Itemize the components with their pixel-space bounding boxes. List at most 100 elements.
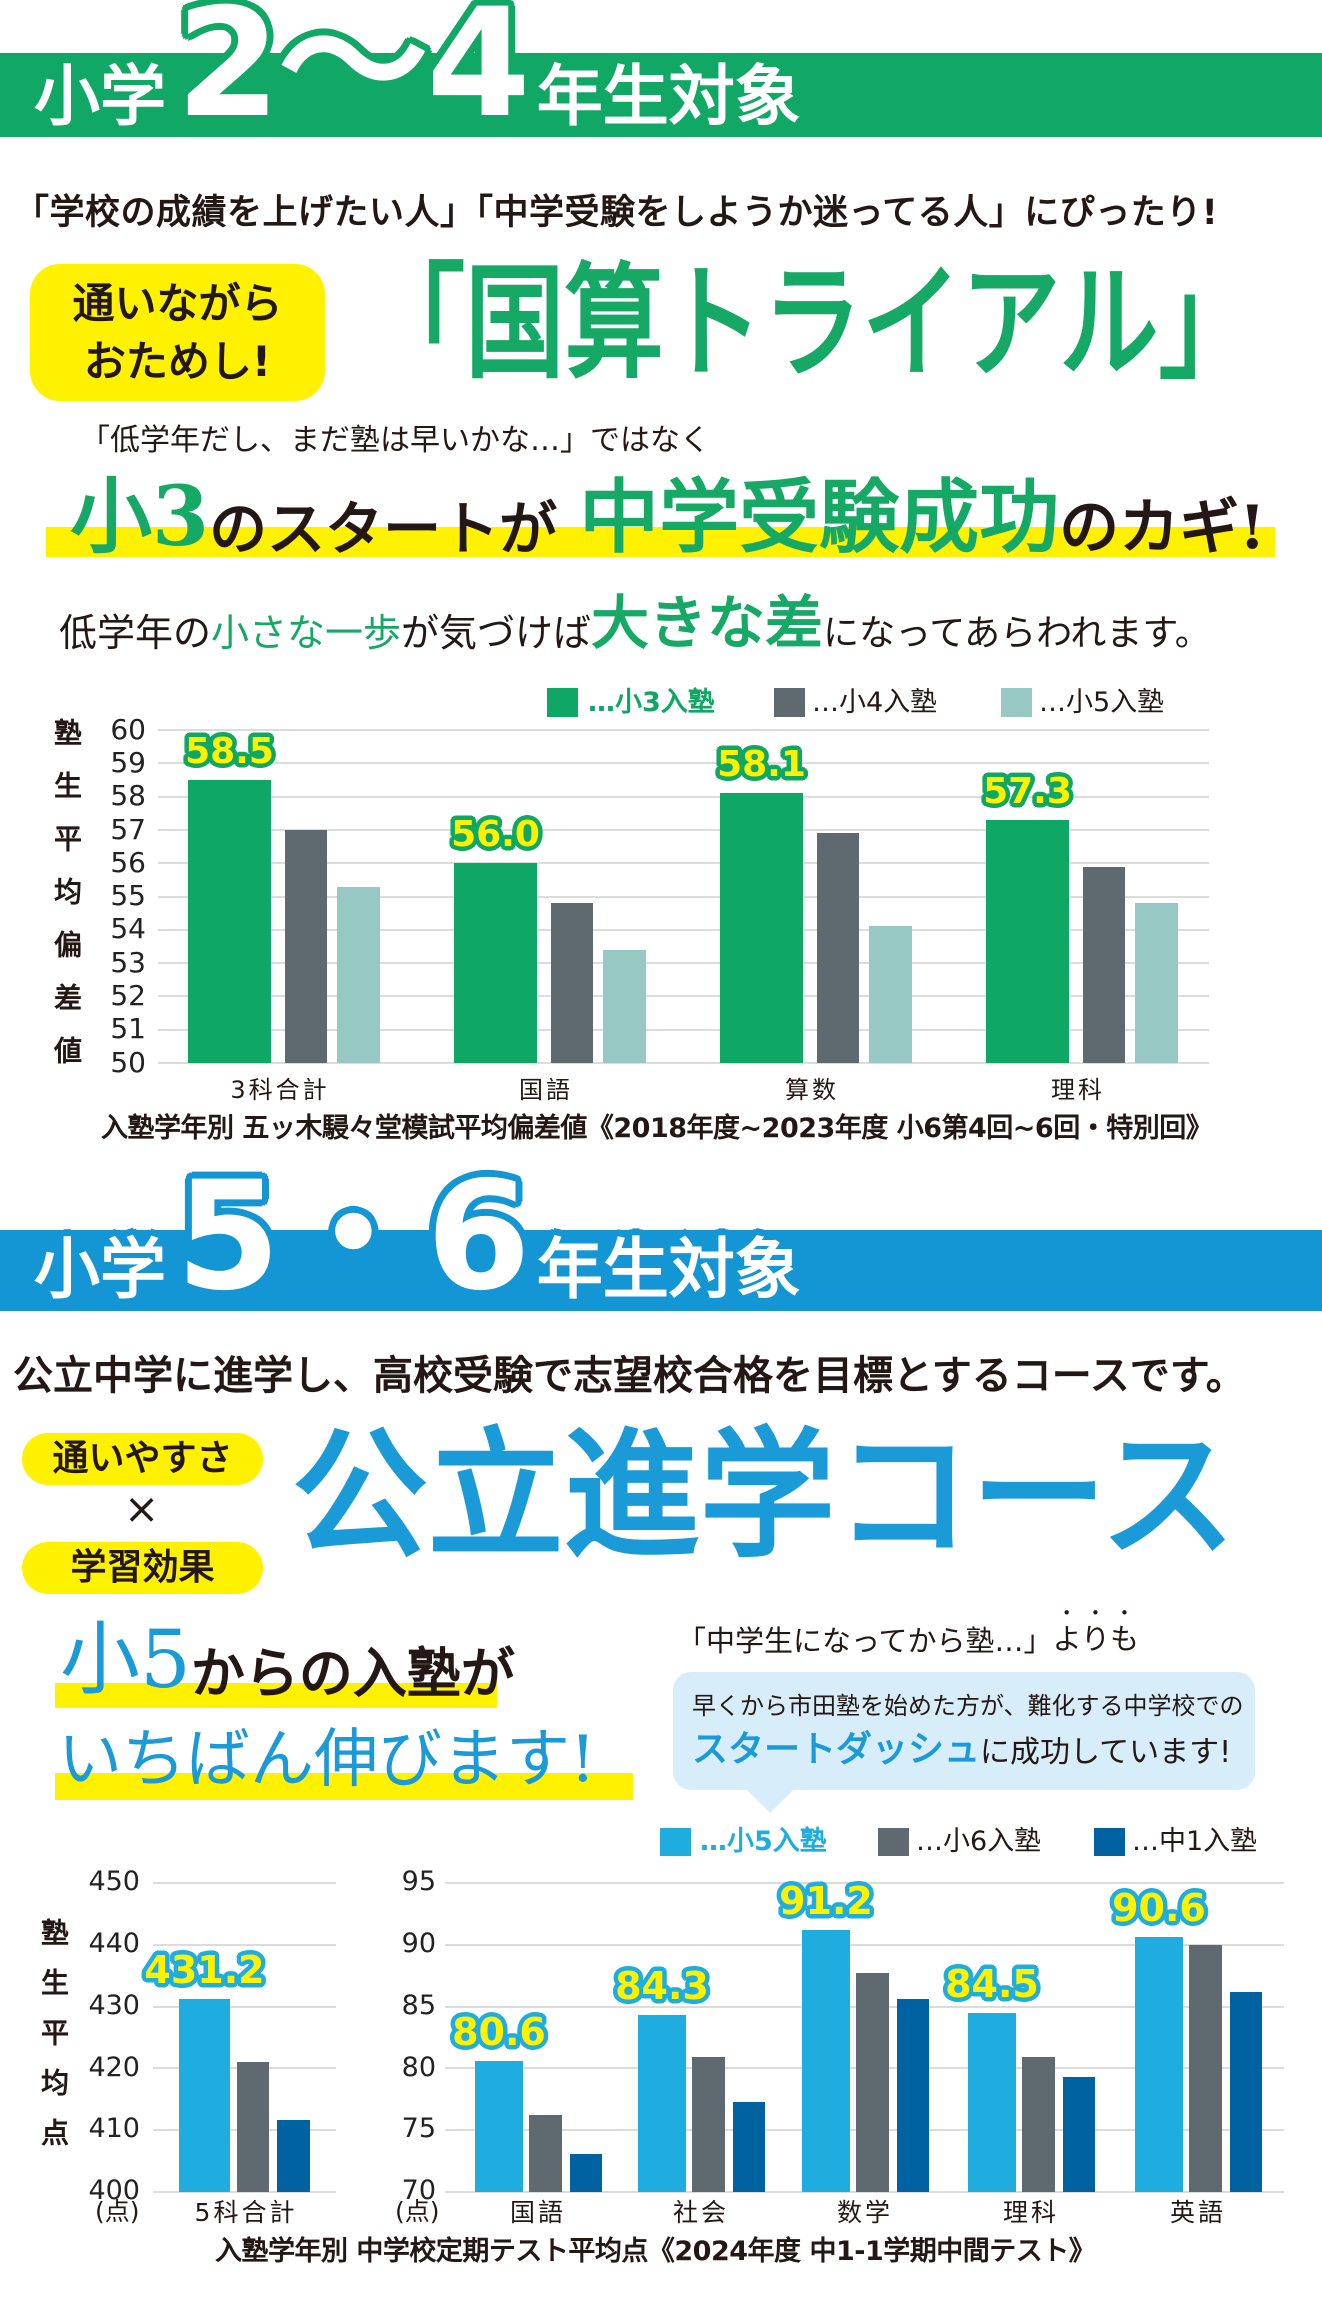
headline1-grade: 小5 [60,1613,191,1706]
x-category-label: 国語 [509,2198,567,2227]
gridline [153,2191,336,2193]
x-category-label: 社会 [672,2198,730,2227]
x-category-label: 5科合計 [194,2198,298,2227]
value-label: 58.5 [185,730,274,772]
trial-badge-line1: 通いながら [72,278,283,328]
gridline [153,1943,336,1946]
gridline [153,1882,336,1884]
value-label: 84.3 [615,1964,709,2009]
headline1-text: からの入塾が [190,1641,515,1705]
tagline-part3: が気づけば [401,611,592,655]
y-tick-label: 54 [110,912,146,946]
y-tick-label: 57 [110,812,146,846]
bar [968,2012,1016,2192]
section2-headline1: 小5 からの入塾が [60,1613,515,1706]
tagline-part4: 大きな差 [591,589,824,657]
bar [733,2101,765,2192]
bubble-line1: 早くから市田塾を始めた方が、難化する中学校での [692,1692,1244,1720]
bar [277,2119,310,2192]
gridline [158,928,1209,931]
section1-banner-title: 小学 2〜4 年生対象 [34,0,801,151]
gridline [158,962,1209,965]
x-category-label: 算数 [785,1076,839,1104]
y-tick-label: 450 [88,1866,140,1898]
callout-lead: 「中学生になってから塾…」 よりも [677,1618,1139,1656]
tagline-part5: になってあらわれます。 [823,613,1211,654]
bar [1230,1991,1262,2192]
y-tick-label: 75 [401,2113,436,2145]
value-label: 80.6 [452,2009,546,2054]
bubble-line2-rest: に成功しています! [980,1735,1232,1770]
y-tick-label: 52 [110,979,146,1013]
banner-grades: 5・6 [176,1150,531,1324]
legend-label-grade3: …小3入塾 [588,687,715,718]
section1-lead: 「低学年だし、まだ塾は早いかな…」ではなく [80,423,710,458]
bar [692,2057,725,2192]
section2-subtitle: 公立中学に進学し、高校受験で志望校合格を目標とするコースです。 [13,1353,1246,1399]
gridline [158,995,1209,998]
bar [1189,1944,1222,2192]
headline-text2: のカギ! [1059,493,1266,563]
y-tick-label: 80 [401,2051,436,2083]
bar [603,949,646,1063]
legend-label-grade6: …小6入塾 [916,1826,1042,1857]
bar [856,1973,889,2192]
headline-grade: 小3 [70,469,210,565]
legend-swatch-grade5 [1001,688,1032,717]
y-tick-label: 95 [401,1866,436,1898]
headline2-highlight [55,1773,633,1800]
headline-emphasis: 中学受験成功 [579,471,1060,564]
y-tick-label: 55 [110,879,146,913]
bar [188,779,271,1063]
x-category-label: 理科 [1051,1076,1105,1104]
trial-badge: 通いながら おためし! [30,264,325,401]
speech-bubble-tail [746,1789,794,1813]
course-title-trial: 「国算トライアル」 [366,251,1258,396]
section1-headline: 小3 のスタートが 中学受験成功 のカギ! [70,462,1265,558]
legend-swatch-grade4 [774,688,805,717]
bubble-start-dash: スタートダッシュ [692,1729,981,1770]
bar [1083,866,1125,1063]
headline-highlight [46,527,1275,557]
y-tick-label: 53 [110,945,146,979]
y-tick-label: 59 [110,745,146,779]
bar [638,2015,686,2192]
bar [454,863,537,1063]
callout-lead-quote: 「中学生になってから塾…」 [677,1624,1053,1658]
section1-tagline: 低学年の 小さな一歩 が気づけば 大きな差 になってあらわれます。 [59,590,1211,652]
gridline [158,895,1209,898]
bubble-line2: スタートダッシュ に成功しています! [692,1728,1231,1768]
gridline [158,729,1209,731]
legend-swatch-grade3 [547,688,578,717]
legend-swatch-jh1 [1094,1828,1125,1856]
tagline-part1: 低学年の [59,611,212,655]
section1-subtitle: 「学校の成績を上げたい人」「中学受験をしようか迷ってる人」にぴったり! [14,193,1219,233]
bar [720,793,803,1063]
bar [1135,1937,1183,2192]
chart2-y-axis-label: 塾生平均点 [37,1918,70,2168]
legend-label-grade5: …小5入塾 [1039,687,1165,718]
speech-bubble [673,1672,1255,1790]
bar [897,1999,929,2192]
value-label: 58.1 [717,744,806,786]
y-tick-label: 430 [88,1989,140,2021]
gridline [158,828,1209,831]
x-category-label: 3科合計 [230,1076,330,1104]
bar [817,833,859,1063]
chart2-caption: 入塾学年別 中学校定期テスト平均点《2024年度 中1-1学期中間テスト》 [215,2236,1096,2267]
y-tick-label: 70 [401,2175,436,2207]
bar [1135,903,1178,1063]
gridline [445,1943,1284,1946]
y-tick-label: 420 [88,2051,140,2083]
gridline [158,1062,1209,1064]
times-sign: × [124,1484,160,1533]
bar [1063,2077,1095,2192]
x-category-label: 数学 [836,2198,894,2227]
value-label: 91.2 [779,1878,873,1923]
bar [551,903,593,1063]
bar [475,2060,523,2192]
bar [869,926,912,1063]
legend-label-grade5: …小5入塾 [700,1826,827,1857]
banner-grades: 2〜4 [176,0,531,151]
gridline [158,1028,1209,1031]
